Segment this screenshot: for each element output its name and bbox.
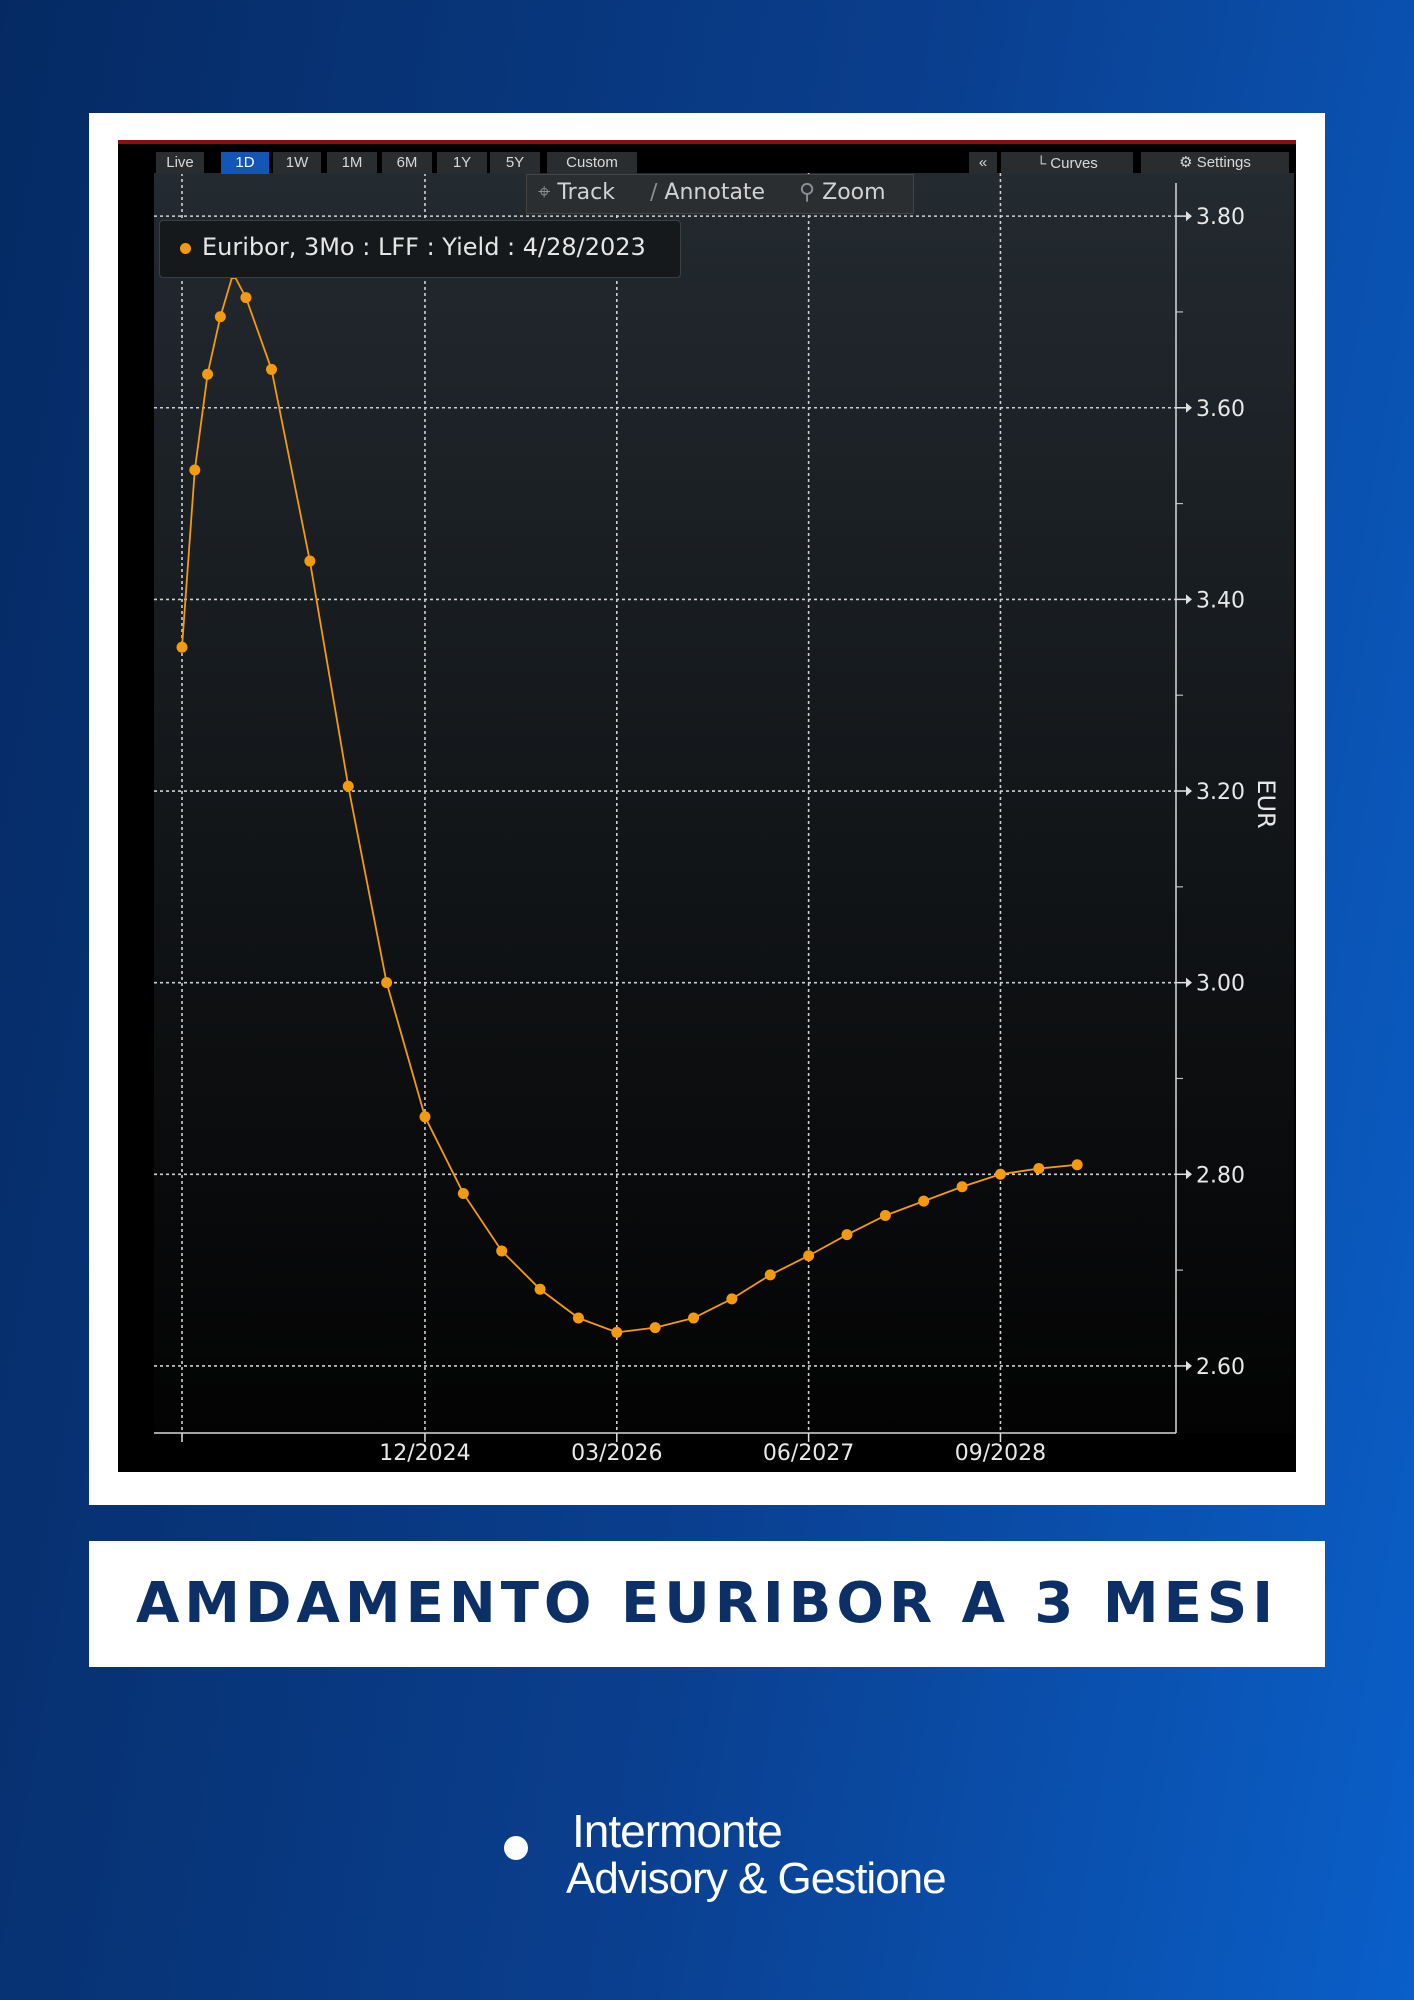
data-point — [342, 780, 354, 792]
range-button-6m[interactable]: 6M — [382, 152, 432, 174]
y-tick-arrow — [1186, 1169, 1192, 1180]
data-point — [994, 1168, 1006, 1180]
track-label: Track — [557, 180, 615, 205]
collapse-button[interactable]: « — [969, 152, 997, 174]
logo-name: Intermonte — [572, 1805, 783, 1857]
settings-button[interactable]: ⚙ Settings — [1141, 152, 1289, 174]
y-tick-arrow — [1186, 977, 1192, 988]
company-logo: Intermonte Advisory & Gestione — [490, 1800, 950, 1920]
range-button-5y[interactable]: 5Y — [490, 152, 540, 174]
range-button-1w[interactable]: 1W — [273, 152, 321, 174]
line-chart[interactable]: 3.80 3.60 3.40 3.20 3.00 2.80 2.60 12/2024 03/20… — [118, 140, 1296, 1472]
data-point — [189, 464, 201, 476]
y-tick-arrow — [1186, 786, 1192, 797]
range-button-1m[interactable]: 1M — [327, 152, 377, 174]
data-point — [176, 641, 188, 653]
zoom-button[interactable]: ⚲ Zoom — [799, 174, 886, 212]
y-tick-label: 3.00 — [1196, 972, 1245, 997]
x-tick-label: 09/2028 — [955, 1441, 1046, 1466]
y-tick-arrow — [1186, 211, 1192, 222]
y-tick-label: 2.80 — [1196, 1163, 1245, 1188]
page-title: AMDAMENTO EURIBOR A 3 MESI — [135, 1571, 1279, 1636]
legend-label: Euribor, 3Mo : LFF : Yield : 4/28/2023 — [202, 233, 646, 261]
data-point — [266, 363, 278, 375]
gear-icon: ⚙ — [1179, 154, 1193, 171]
data-point — [841, 1229, 853, 1241]
data-point — [611, 1326, 623, 1338]
data-point — [649, 1322, 661, 1334]
y-tick-label: 2.60 — [1196, 1355, 1245, 1380]
x-tick-label: 06/2027 — [763, 1441, 854, 1466]
chart-panel: 3.80 3.60 3.40 3.20 3.00 2.80 2.60 12/2024 03/20… — [118, 140, 1296, 1472]
x-tick-label: 12/2024 — [379, 1441, 470, 1466]
curves-button[interactable]: └ Curves — [1001, 152, 1133, 174]
x-tick-label: 03/2026 — [571, 1441, 662, 1466]
curves-icon: └ — [1036, 155, 1047, 171]
track-button[interactable]: ⌖ Track — [538, 174, 615, 212]
data-point — [726, 1293, 738, 1305]
range-button-custom[interactable]: Custom — [547, 152, 637, 174]
data-point — [803, 1250, 815, 1262]
logo-subtitle: Advisory & Gestione — [566, 1854, 947, 1903]
data-point — [572, 1312, 584, 1324]
y-tick-label: 3.80 — [1196, 205, 1245, 230]
data-point — [419, 1111, 431, 1123]
y-tick-label: 3.60 — [1196, 397, 1245, 422]
y-axis-label: EUR — [1252, 779, 1280, 828]
data-point — [240, 292, 252, 304]
series-line — [181, 271, 1078, 1334]
y-tick-arrow — [1186, 1360, 1192, 1371]
zoom-label: Zoom — [822, 180, 886, 205]
range-button-live[interactable]: Live — [156, 152, 204, 174]
range-button-1y[interactable]: 1Y — [437, 152, 487, 174]
data-point — [956, 1181, 968, 1193]
data-point — [457, 1187, 469, 1199]
pencil-icon: ∕ — [650, 180, 658, 205]
data-point — [381, 977, 393, 989]
data-point — [1071, 1159, 1083, 1171]
curves-label: Curves — [1050, 155, 1098, 172]
data-point — [1033, 1163, 1045, 1175]
annotate-button[interactable]: ∕ Annotate — [650, 174, 765, 212]
y-tick-label: 3.20 — [1196, 780, 1245, 805]
y-tick-arrow — [1186, 594, 1192, 605]
logo-mark-icon — [498, 1810, 544, 1870]
data-point — [534, 1283, 546, 1295]
data-point — [764, 1269, 776, 1281]
annotate-label: Annotate — [664, 180, 766, 205]
range-button-1d[interactable]: 1D — [221, 152, 269, 174]
data-point — [496, 1245, 508, 1257]
data-point — [918, 1195, 930, 1207]
plot-background — [154, 173, 1294, 1433]
data-point — [214, 311, 226, 323]
data-point — [879, 1209, 891, 1221]
series-legend[interactable]: Euribor, 3Mo : LFF : Yield : 4/28/2023 — [159, 220, 681, 278]
magnifier-icon: ⚲ — [799, 180, 816, 205]
y-tick-arrow — [1186, 402, 1192, 413]
crosshair-icon: ⌖ — [538, 180, 551, 205]
chart-tools-bar — [526, 174, 914, 214]
data-point — [688, 1312, 700, 1324]
series-color-marker — [180, 243, 191, 254]
y-tick-label: 3.40 — [1196, 588, 1245, 613]
data-point — [202, 368, 214, 380]
title-banner: AMDAMENTO EURIBOR A 3 MESI — [89, 1541, 1325, 1667]
data-point — [304, 555, 316, 567]
settings-label: Settings — [1196, 154, 1251, 171]
panel-top-border — [118, 140, 1296, 144]
